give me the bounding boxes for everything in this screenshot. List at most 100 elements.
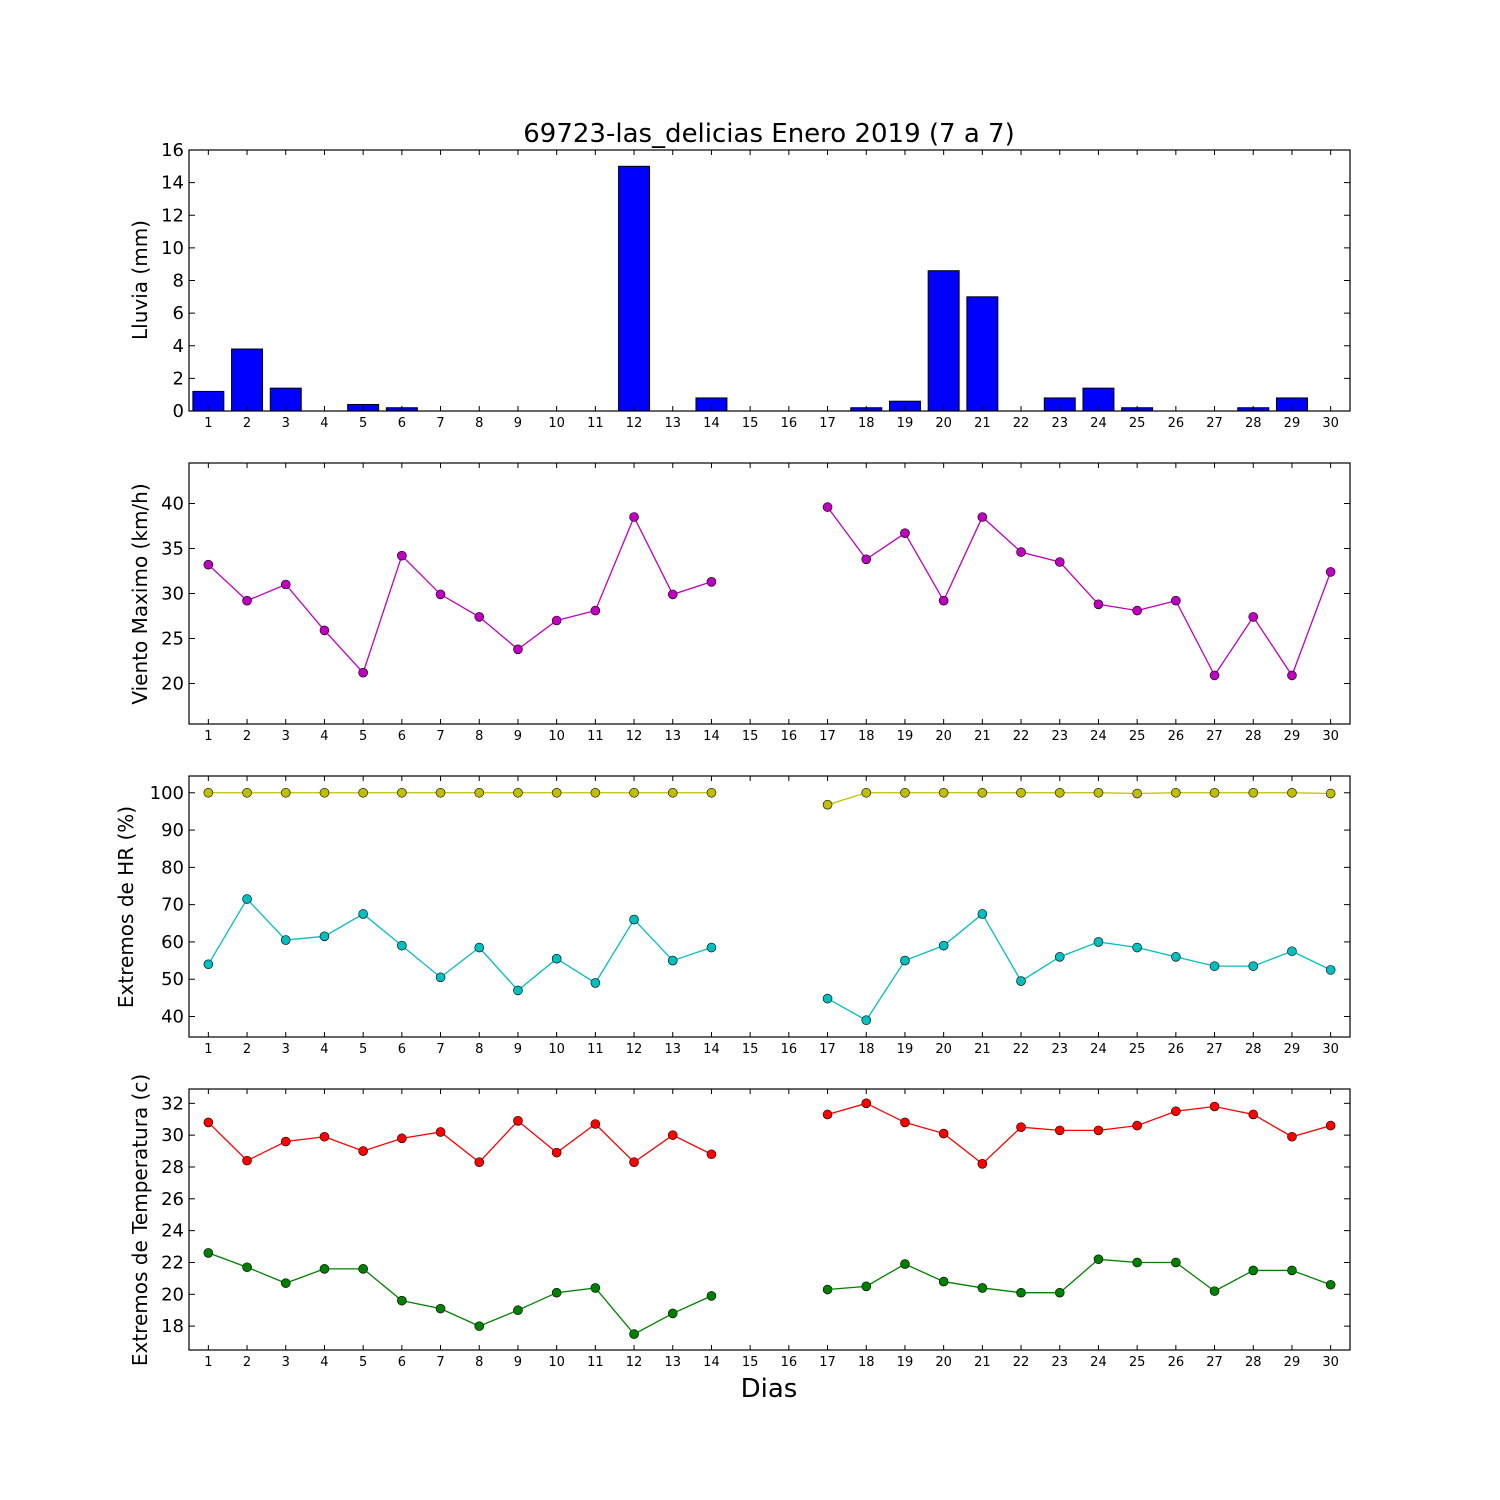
temperature-series-0-point-day-7 bbox=[435, 1127, 446, 1137]
humidity-xtick-label-10: 10 bbox=[548, 1042, 565, 1057]
humidity-series-1-line-1 bbox=[827, 912, 1331, 1022]
wind-xtick-label-29: 29 bbox=[1284, 729, 1301, 744]
humidity-series-1-point-day-19 bbox=[900, 955, 910, 966]
temperature-series-0-point-day-23 bbox=[1054, 1125, 1065, 1136]
temperature-xtick-label-20: 20 bbox=[935, 1355, 952, 1370]
wind-ytick-label-20: 20 bbox=[161, 674, 184, 695]
temperature-panel: Extremos de Temperatura (c) 1 2 3 4 5 6 7 8 9 10 1… bbox=[128, 1074, 1351, 1370]
temperature-series-1-point-day-9 bbox=[513, 1305, 523, 1316]
wind-xtick-label-22: 22 bbox=[1013, 729, 1030, 744]
wind-xtick-label-15: 15 bbox=[742, 729, 759, 744]
rainfall-xtick-label-29: 29 bbox=[1284, 416, 1301, 431]
humidity-ytick-label-40: 40 bbox=[161, 1006, 184, 1027]
temperature-xtick-label-24: 24 bbox=[1090, 1355, 1107, 1370]
temperature-series-0-point-day-20 bbox=[938, 1128, 949, 1139]
temperature-series-0-point-day-3 bbox=[280, 1136, 291, 1147]
wind-xtick-label-13: 13 bbox=[664, 729, 681, 744]
temperature-ytick-label-18: 18 bbox=[161, 1316, 184, 1337]
temperature-series-0-point-day-30 bbox=[1325, 1120, 1336, 1131]
temperature-ytick-label-22: 22 bbox=[161, 1252, 184, 1273]
humidity-xtick-label-30: 30 bbox=[1322, 1042, 1339, 1057]
temperature-series-0-point-day-18 bbox=[861, 1098, 872, 1109]
wind-ytick-label-40: 40 bbox=[161, 494, 184, 515]
temperature-xtick-label-21: 21 bbox=[974, 1355, 991, 1370]
wind-xtick-label-21: 21 bbox=[974, 729, 991, 744]
wind-series-0-point-day-27 bbox=[1209, 670, 1220, 681]
temperature-series-1-point-day-29 bbox=[1287, 1265, 1297, 1276]
temperature-series-1-point-day-27 bbox=[1209, 1286, 1220, 1296]
temperature-series-1-point-day-17 bbox=[822, 1284, 833, 1295]
temperature-series-1-point-day-20 bbox=[938, 1276, 949, 1287]
humidity-series-0-point-day-27 bbox=[1209, 787, 1220, 798]
wind-series-0-point-day-5 bbox=[358, 667, 368, 678]
humidity-ytick-label-50: 50 bbox=[161, 969, 184, 990]
rainfall-xtick-label-15: 15 bbox=[742, 416, 759, 431]
humidity-xtick-label-16: 16 bbox=[781, 1042, 798, 1057]
wind-series-0-point-day-10 bbox=[551, 615, 562, 626]
humidity-series-1-point-day-10 bbox=[551, 953, 562, 964]
temperature-xtick-label-16: 16 bbox=[781, 1355, 798, 1370]
temperature-series-0-point-day-8 bbox=[474, 1157, 485, 1168]
temperature-series-0-point-day-19 bbox=[900, 1117, 910, 1128]
humidity-xtick-label-20: 20 bbox=[935, 1042, 952, 1057]
humidity-xtick-label-1: 1 bbox=[204, 1042, 212, 1057]
humidity-ytick-label-80: 80 bbox=[161, 857, 184, 878]
wind-xtick-label-14: 14 bbox=[703, 729, 720, 744]
temperature-xtick-label-26: 26 bbox=[1168, 1355, 1185, 1370]
humidity-series-0-point-day-26 bbox=[1171, 787, 1181, 798]
humidity-series-1-point-day-9 bbox=[513, 985, 523, 996]
humidity-series-1-point-day-7 bbox=[435, 972, 446, 983]
humidity-series-1-point-day-22 bbox=[1016, 976, 1026, 986]
humidity-ytick-label-70: 70 bbox=[161, 895, 184, 916]
temperature-series-1-point-day-18 bbox=[861, 1281, 872, 1292]
temperature-series-1-point-day-1 bbox=[203, 1248, 214, 1258]
humidity-series-1-point-day-28 bbox=[1248, 961, 1259, 971]
temperature-series-0-point-day-26 bbox=[1171, 1106, 1181, 1117]
temperature-series-0-point-day-9 bbox=[513, 1116, 523, 1126]
wind-xtick-label-1: 1 bbox=[204, 729, 212, 744]
rainfall-xtick-label-22: 22 bbox=[1013, 416, 1030, 431]
humidity-ytick-label-90: 90 bbox=[161, 820, 184, 841]
temperature-series-1-line-1 bbox=[827, 1258, 1331, 1294]
rainfall-xtick-label-21: 21 bbox=[974, 416, 991, 431]
humidity-series-0-point-day-30 bbox=[1325, 788, 1336, 799]
temperature-series-0-point-day-28 bbox=[1248, 1109, 1259, 1120]
rainfall-xtick-label-23: 23 bbox=[1051, 416, 1068, 431]
wind-series-0-point-day-9 bbox=[513, 644, 523, 655]
wind-xtick-label-6: 6 bbox=[398, 729, 406, 744]
humidity-xtick-label-5: 5 bbox=[359, 1042, 367, 1057]
wind-series-0-point-day-24 bbox=[1093, 599, 1104, 610]
temperature-xtick-label-4: 4 bbox=[320, 1355, 328, 1370]
rainfall-ytick-label-12: 12 bbox=[161, 205, 184, 226]
temperature-series-1-point-day-6 bbox=[397, 1295, 407, 1306]
temperature-series-0-point-day-10 bbox=[551, 1147, 562, 1158]
temperature-series-1-point-day-10 bbox=[551, 1287, 562, 1298]
rainfall-xtick-label-1: 1 bbox=[204, 416, 212, 431]
humidity-series-0-point-day-12 bbox=[629, 787, 639, 798]
humidity-xtick-label-11: 11 bbox=[587, 1042, 604, 1057]
wind-series-0-point-day-3 bbox=[280, 579, 291, 590]
wind-xtick-label-26: 26 bbox=[1168, 729, 1185, 744]
wind-ylabel: Viento Maximo (km/h) bbox=[128, 483, 152, 704]
humidity-series-0-point-day-24 bbox=[1093, 787, 1104, 798]
temperature-series-1-point-day-5 bbox=[358, 1264, 368, 1274]
rainfall-xtick-label-12: 12 bbox=[626, 416, 643, 431]
humidity-series-0-point-day-13 bbox=[667, 787, 678, 798]
temperature-series-0-point-day-5 bbox=[358, 1146, 368, 1156]
humidity-plot-frame bbox=[188, 775, 1351, 1038]
temperature-series-0-point-day-29 bbox=[1287, 1131, 1297, 1142]
humidity-series-0-point-day-7 bbox=[435, 787, 446, 798]
temperature-xtick-label-29: 29 bbox=[1284, 1355, 1301, 1370]
rainfall-xtick-label-20: 20 bbox=[935, 416, 952, 431]
humidity-series-0-point-day-17 bbox=[822, 799, 833, 810]
temperature-series-0-point-day-17 bbox=[822, 1109, 833, 1120]
humidity-xtick-label-8: 8 bbox=[475, 1042, 483, 1057]
temperature-xtick-label-8: 8 bbox=[475, 1355, 483, 1370]
rainfall-xtick-label-16: 16 bbox=[781, 416, 798, 431]
humidity-series-0-point-day-9 bbox=[513, 787, 523, 798]
wind-series-0-point-day-25 bbox=[1132, 605, 1142, 616]
humidity-ytick-label-60: 60 bbox=[161, 932, 184, 953]
rainfall-xtick-label-27: 27 bbox=[1206, 416, 1223, 431]
humidity-xtick-label-12: 12 bbox=[626, 1042, 643, 1057]
